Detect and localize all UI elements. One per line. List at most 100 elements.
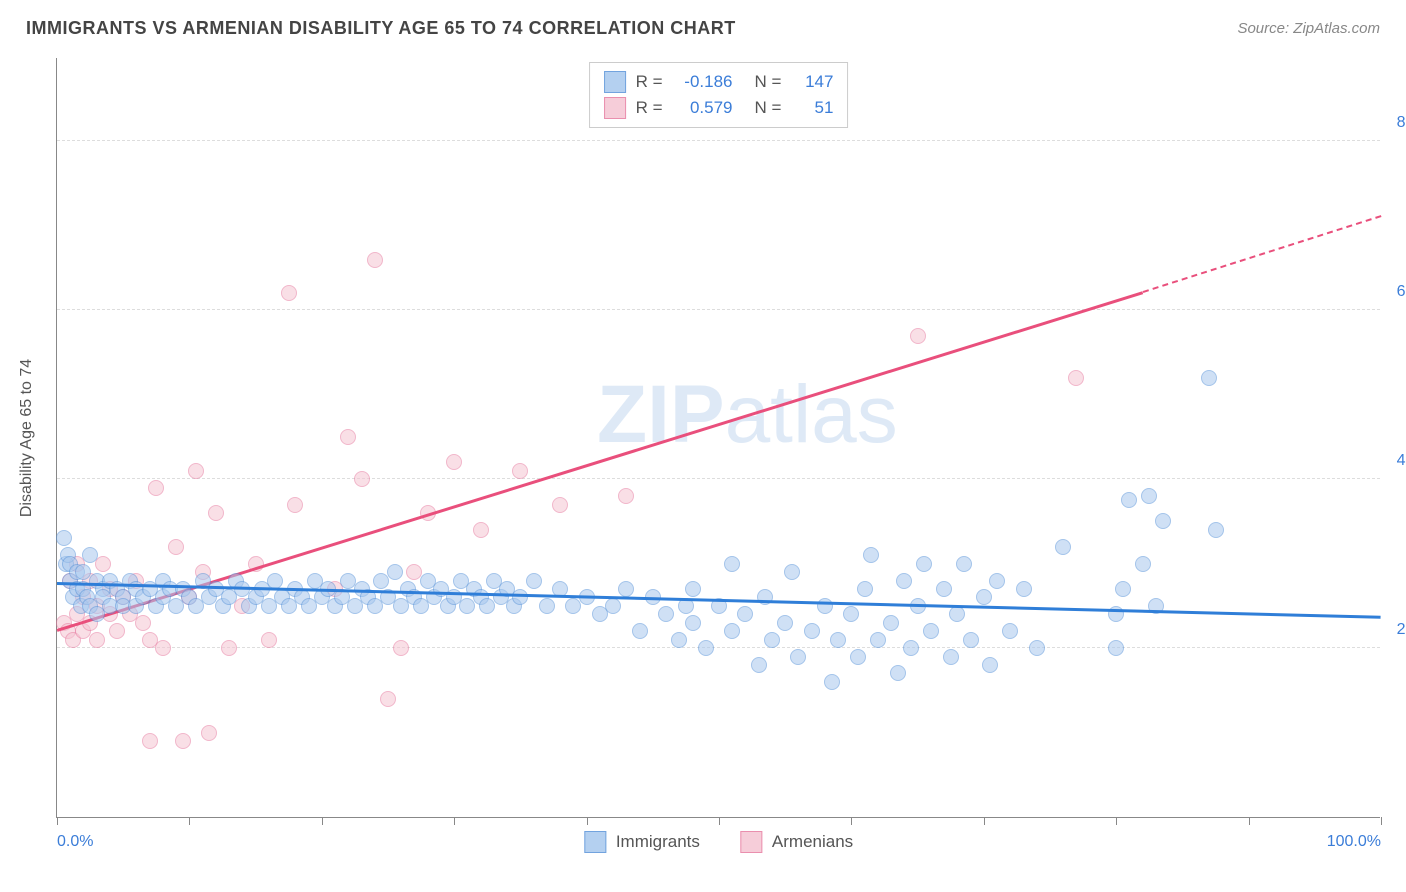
x-tick	[587, 817, 588, 825]
data-point-immigrants	[1055, 539, 1071, 555]
plot-area: ZIPatlas R = -0.186 N = 147 R = 0.579 N …	[56, 58, 1380, 818]
data-point-immigrants	[698, 640, 714, 656]
legend-item-immigrants: Immigrants	[584, 831, 700, 853]
trend-line-armenians	[1142, 216, 1381, 294]
data-point-immigrants	[605, 598, 621, 614]
data-point-immigrants	[956, 556, 972, 572]
source-label: Source: ZipAtlas.com	[1237, 20, 1380, 37]
data-point-immigrants	[512, 589, 528, 605]
x-tick	[454, 817, 455, 825]
data-point-armenians	[512, 463, 528, 479]
data-point-immigrants	[1121, 492, 1137, 508]
data-point-armenians	[354, 471, 370, 487]
watermark-bold: ZIP	[597, 369, 725, 460]
data-point-armenians	[380, 691, 396, 707]
data-point-immigrants	[943, 649, 959, 665]
data-point-armenians	[221, 640, 237, 656]
data-point-immigrants	[777, 615, 793, 631]
data-point-immigrants	[724, 556, 740, 572]
y-tick-label: 20.0%	[1397, 621, 1406, 639]
data-point-immigrants	[850, 649, 866, 665]
data-point-immigrants	[804, 623, 820, 639]
data-point-armenians	[287, 497, 303, 513]
data-point-armenians	[201, 725, 217, 741]
data-point-armenians	[446, 454, 462, 470]
x-tick	[719, 817, 720, 825]
stat-r-label: R =	[636, 72, 663, 92]
x-tick	[1116, 817, 1117, 825]
data-point-armenians	[1068, 370, 1084, 386]
data-point-immigrants	[982, 657, 998, 673]
data-point-immigrants	[790, 649, 806, 665]
stat-r-armenians: 0.579	[677, 98, 733, 118]
gridline	[57, 309, 1380, 310]
data-point-armenians	[95, 556, 111, 572]
x-tick	[984, 817, 985, 825]
data-point-immigrants	[526, 573, 542, 589]
data-point-armenians	[473, 522, 489, 538]
data-point-armenians	[393, 640, 409, 656]
stat-n-label: N =	[755, 98, 782, 118]
data-point-immigrants	[56, 530, 72, 546]
data-point-immigrants	[658, 606, 674, 622]
data-point-immigrants	[989, 573, 1005, 589]
data-point-immigrants	[1135, 556, 1151, 572]
swatch-immigrants	[584, 831, 606, 853]
data-point-armenians	[142, 733, 158, 749]
legend-item-armenians: Armenians	[740, 831, 853, 853]
data-point-immigrants	[1155, 513, 1171, 529]
data-point-immigrants	[817, 598, 833, 614]
data-point-armenians	[208, 505, 224, 521]
data-point-immigrants	[764, 632, 780, 648]
data-point-immigrants	[1016, 581, 1032, 597]
data-point-immigrants	[632, 623, 648, 639]
data-point-immigrants	[1208, 522, 1224, 538]
correlation-legend: R = -0.186 N = 147 R = 0.579 N = 51	[589, 62, 849, 128]
data-point-armenians	[910, 328, 926, 344]
x-tick	[57, 817, 58, 825]
swatch-armenians	[604, 97, 626, 119]
data-point-armenians	[175, 733, 191, 749]
x-tick-label: 0.0%	[57, 833, 93, 851]
y-axis-label: Disability Age 65 to 74	[18, 359, 36, 517]
x-tick	[1381, 817, 1382, 825]
legend-label-immigrants: Immigrants	[616, 832, 700, 852]
data-point-immigrants	[671, 632, 687, 648]
data-point-immigrants	[949, 606, 965, 622]
data-point-immigrants	[387, 564, 403, 580]
data-point-immigrants	[618, 581, 634, 597]
data-point-immigrants	[757, 589, 773, 605]
legend-label-armenians: Armenians	[772, 832, 853, 852]
data-point-armenians	[148, 480, 164, 496]
data-point-immigrants	[724, 623, 740, 639]
data-point-armenians	[155, 640, 171, 656]
data-point-immigrants	[857, 581, 873, 597]
data-point-immigrants	[896, 573, 912, 589]
data-point-armenians	[618, 488, 634, 504]
data-point-immigrants	[82, 547, 98, 563]
data-point-immigrants	[843, 606, 859, 622]
data-point-armenians	[340, 429, 356, 445]
data-point-immigrants	[936, 581, 952, 597]
gridline	[57, 478, 1380, 479]
data-point-immigrants	[1108, 640, 1124, 656]
data-point-armenians	[135, 615, 151, 631]
data-point-armenians	[109, 623, 125, 639]
data-point-armenians	[552, 497, 568, 513]
data-point-immigrants	[1141, 488, 1157, 504]
data-point-immigrants	[963, 632, 979, 648]
legend-row-armenians: R = 0.579 N = 51	[604, 95, 834, 121]
gridline	[57, 140, 1380, 141]
stat-n-armenians: 51	[795, 98, 833, 118]
data-point-immigrants	[751, 657, 767, 673]
data-point-armenians	[168, 539, 184, 555]
data-point-immigrants	[830, 632, 846, 648]
data-point-immigrants	[863, 547, 879, 563]
y-tick-label: 60.0%	[1397, 283, 1406, 301]
data-point-immigrants	[784, 564, 800, 580]
data-point-immigrants	[916, 556, 932, 572]
series-legend: Immigrants Armenians	[584, 831, 853, 853]
data-point-armenians	[261, 632, 277, 648]
data-point-armenians	[89, 632, 105, 648]
stat-n-immigrants: 147	[795, 72, 833, 92]
